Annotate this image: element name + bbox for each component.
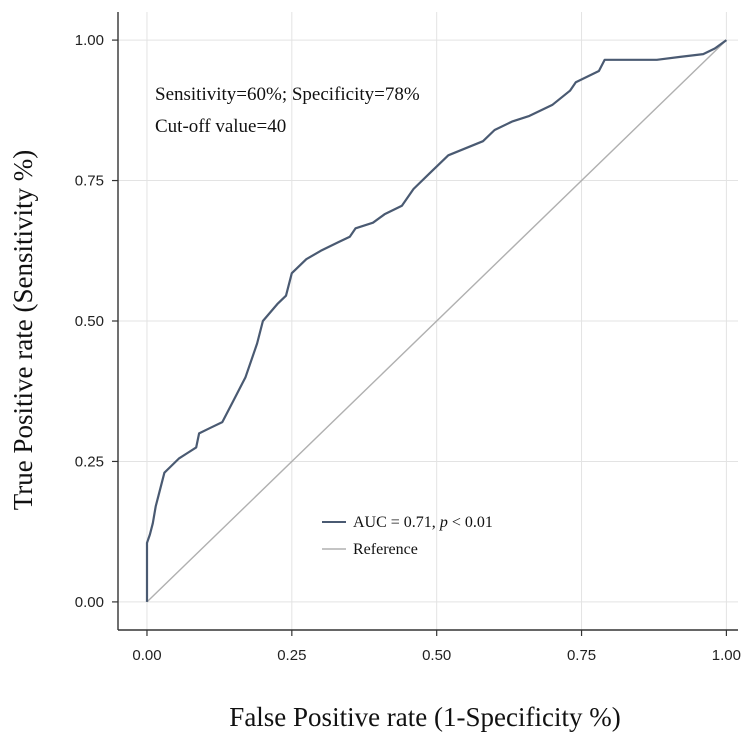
legend-auc-suffix: < 0.01 [448, 514, 493, 531]
axes [112, 12, 738, 636]
grid-lines [118, 12, 738, 630]
x-tick-label-0: 0.00 [132, 647, 161, 664]
y-tick-label-1: 0.25 [75, 453, 104, 470]
tick-labels: 0.00 0.25 0.50 0.75 1.00 0.00 0.25 0.50 0.75 1.00 [75, 32, 741, 664]
legend: AUC = 0.71, p < 0.01 Reference [322, 514, 493, 558]
legend-auc-p: p [439, 514, 448, 531]
legend-auc-prefix: AUC = 0.71, [353, 514, 440, 531]
y-tick-label-2: 0.50 [75, 313, 104, 330]
x-tick-label-1: 0.25 [277, 647, 306, 664]
annotation-cutoff: Cut-off value=40 [155, 116, 286, 137]
legend-label-auc: AUC = 0.71, p < 0.01 [353, 514, 493, 531]
roc-curve-line [145, 39, 728, 602]
x-axis-title: False Positive rate (1-Specificity %) [229, 702, 620, 732]
y-tick-label-0: 0.00 [75, 594, 104, 611]
x-tick-label-2: 0.50 [422, 647, 451, 664]
x-tick-label-3: 0.75 [567, 647, 596, 664]
annotation-sensitivity-specificity: Sensitivity=60%; Specificity=78% [155, 84, 420, 105]
y-tick-label-4: 1.00 [75, 32, 104, 49]
series-layer [145, 39, 728, 603]
reference-line [146, 39, 727, 603]
x-tick-label-4: 1.00 [712, 647, 741, 664]
legend-label-reference: Reference [353, 541, 418, 558]
y-axis-title: True Positive rate (Sensitivity %) [8, 150, 38, 510]
y-tick-label-3: 0.75 [75, 173, 104, 190]
